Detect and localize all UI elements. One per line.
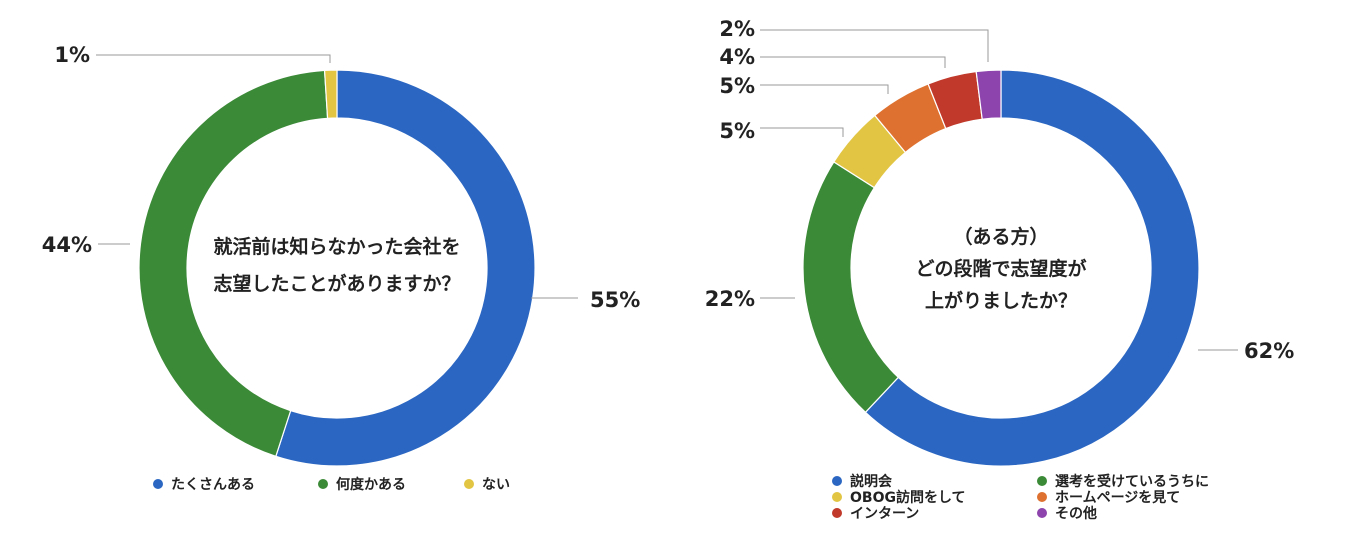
legend-marker xyxy=(1037,476,1047,486)
leader-line xyxy=(760,56,946,68)
legend-marker xyxy=(1037,508,1047,518)
data-label: 1% xyxy=(54,43,90,67)
legend-marker xyxy=(464,479,474,489)
legend-entry: 選考を受けているうちに xyxy=(1055,473,1209,490)
legend-entry: その他 xyxy=(1055,505,1097,522)
chart-title: （ある方） xyxy=(953,225,1048,248)
data-label: 4% xyxy=(719,45,755,69)
legend-marker xyxy=(832,476,842,486)
chart-title: 志望したことがありますか？ xyxy=(213,272,460,295)
slice-ない xyxy=(323,69,338,119)
data-label: 5% xyxy=(719,119,755,143)
legend-marker xyxy=(832,508,842,518)
legend-marker xyxy=(318,479,328,489)
leader-line xyxy=(760,127,844,137)
data-label: 44% xyxy=(42,233,92,257)
chart-title: どの段階で志望度が xyxy=(915,257,1086,280)
data-label: 5% xyxy=(719,74,755,98)
data-label: 62% xyxy=(1244,339,1294,363)
data-label: 2% xyxy=(719,17,755,41)
slice-説明会 xyxy=(864,69,1200,467)
slice-何度かある xyxy=(138,69,329,458)
legend-entry: ホームページを見て xyxy=(1055,490,1180,506)
legend-marker xyxy=(153,479,163,489)
legend-entry: インターン xyxy=(850,506,919,522)
data-label: 55% xyxy=(590,288,640,312)
legend-entry: ない xyxy=(482,477,510,493)
chart-title: 就活前は知らなかった会社を xyxy=(213,235,460,258)
leader-line xyxy=(760,84,889,94)
legend-entry: OBOG訪問をして xyxy=(850,489,966,506)
leader-line xyxy=(96,54,331,63)
legend-entry: たくさんある xyxy=(171,477,255,493)
legend-entry: 何度かある xyxy=(336,476,406,493)
data-label: 22% xyxy=(705,287,755,311)
slice-その他 xyxy=(975,69,1002,120)
legend-entry: 説明会 xyxy=(850,473,893,490)
leader-line xyxy=(760,29,989,62)
legend-marker xyxy=(1037,492,1047,502)
slice-選考を受けているうちに xyxy=(802,161,900,414)
legend-marker xyxy=(832,492,842,502)
slice-たくさんある xyxy=(275,69,536,467)
chart-title: 上がりましたか？ xyxy=(925,289,1077,312)
